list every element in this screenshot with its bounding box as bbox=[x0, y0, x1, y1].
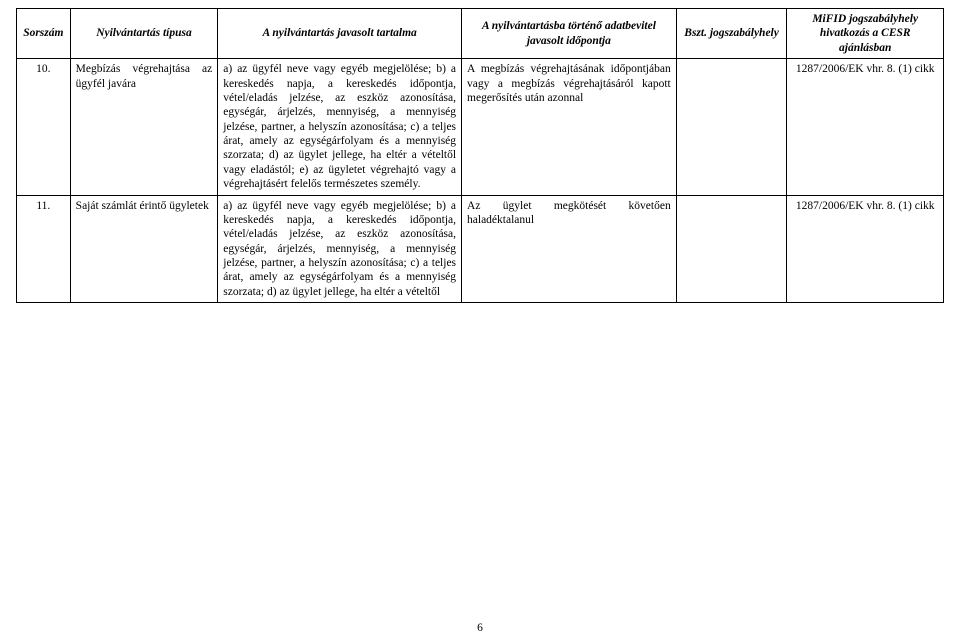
cell-cont: a) az ügyfél neve vagy egyéb megjelölése… bbox=[218, 195, 462, 303]
cell-mifid: 1287/2006/EK vhr. 8. (1) cikk bbox=[787, 59, 944, 195]
page-number: 6 bbox=[0, 622, 960, 634]
cell-bszt bbox=[676, 59, 787, 195]
cell-type: Megbízás végrehajtása az ügyfél javára bbox=[70, 59, 218, 195]
cell-cont: a) az ügyfél neve vagy egyéb megjelölése… bbox=[218, 59, 462, 195]
col-header-num: Sorszám bbox=[17, 9, 71, 59]
cell-mifid: 1287/2006/EK vhr. 8. (1) cikk bbox=[787, 195, 944, 303]
cell-num: 10. bbox=[17, 59, 71, 195]
table-header-row: Sorszám Nyilvántartás típusa A nyilvánta… bbox=[17, 9, 944, 59]
cell-bszt bbox=[676, 195, 787, 303]
col-header-time: A nyilvántartásba történő adatbevitel ja… bbox=[462, 9, 677, 59]
cell-time: Az ügylet megkötését követően haladéktal… bbox=[462, 195, 677, 303]
col-header-type: Nyilvántartás típusa bbox=[70, 9, 218, 59]
cell-type: Saját számlát érintő ügyletek bbox=[70, 195, 218, 303]
col-header-cont: A nyilvántartás javasolt tartalma bbox=[218, 9, 462, 59]
col-header-mifid: MiFID jogszabályhely hivatkozás a CESR a… bbox=[787, 9, 944, 59]
regulation-table: Sorszám Nyilvántartás típusa A nyilvánta… bbox=[16, 8, 944, 303]
cell-time: A megbízás végrehajtásának időpontjában … bbox=[462, 59, 677, 195]
table-row: 10. Megbízás végrehajtása az ügyfél javá… bbox=[17, 59, 944, 195]
cell-num: 11. bbox=[17, 195, 71, 303]
col-header-bszt: Bszt. jogszabályhely bbox=[676, 9, 787, 59]
document-page: Sorszám Nyilvántartás típusa A nyilvánta… bbox=[0, 0, 960, 303]
table-row: 11. Saját számlát érintő ügyletek a) az … bbox=[17, 195, 944, 303]
